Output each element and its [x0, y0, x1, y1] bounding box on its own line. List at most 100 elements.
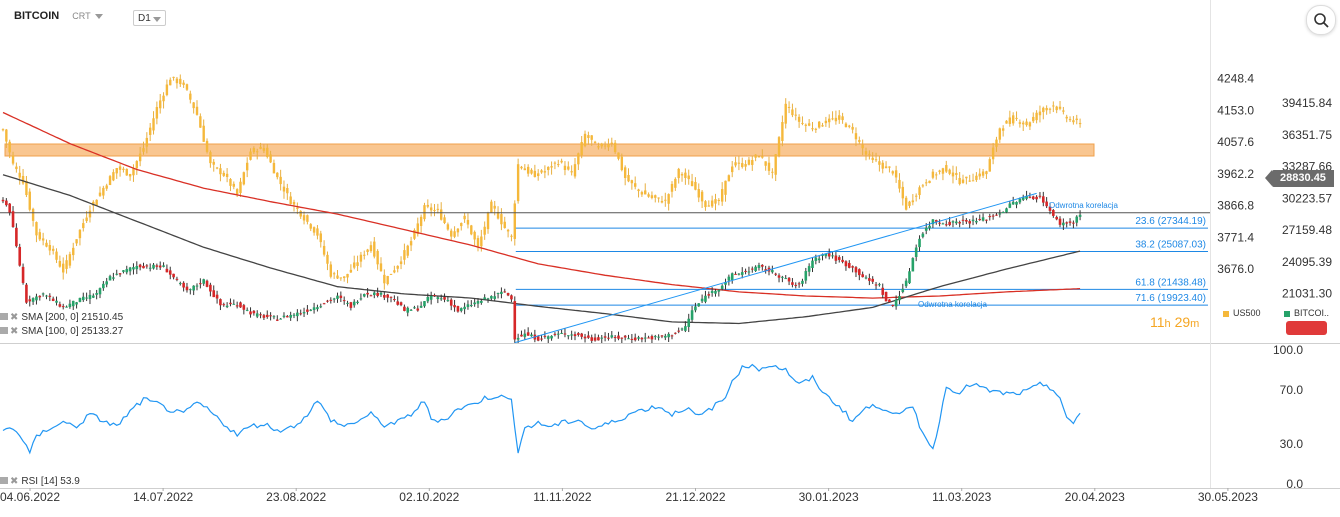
time-axis-tick: 21.12.2022	[665, 490, 725, 504]
bitcoin-candle	[155, 265, 159, 267]
time-axis-tick: 04.06.2022	[0, 490, 60, 504]
bitcoin-candle	[998, 213, 1002, 215]
us500-candle	[727, 175, 731, 182]
bitcoin-candle	[332, 298, 336, 300]
us500-candle	[68, 254, 72, 266]
bitcoin-candle	[543, 335, 547, 337]
bitcoin-candle	[750, 268, 754, 270]
bitcoin-candle	[878, 284, 881, 286]
us500-candle	[764, 161, 767, 166]
us500-candle	[112, 172, 115, 181]
us500-candle	[640, 192, 644, 195]
us500-candle	[490, 201, 493, 213]
bitcoin-candle	[65, 306, 68, 308]
settings-icon[interactable]	[0, 477, 8, 484]
us500-candle	[510, 235, 513, 237]
bitcoin-candle	[15, 227, 18, 247]
us500-candle	[747, 159, 751, 165]
bitcoin-candle	[874, 284, 878, 286]
bitcoin-candle	[530, 334, 533, 337]
us500-candle	[456, 228, 460, 233]
us500-candle	[583, 133, 587, 147]
bitcoin-candle	[934, 220, 938, 222]
close-icon[interactable]: ✖	[10, 476, 19, 487]
settings-icon[interactable]	[0, 327, 8, 334]
us500-candle	[587, 135, 590, 138]
us500-candle	[316, 228, 319, 236]
bitcoin-candle	[811, 260, 814, 269]
bitcoin-candle	[667, 333, 670, 338]
bitcoin-candle	[429, 295, 433, 300]
bitcoin-candle	[142, 265, 145, 269]
us500-candle	[700, 191, 704, 202]
us500-candle	[45, 242, 48, 247]
timeframe-selector[interactable]: D1	[133, 10, 166, 26]
bitcoin-candle	[349, 302, 353, 308]
bitcoin-candle	[309, 309, 313, 311]
us500-candle	[580, 142, 583, 156]
sma200-indicator[interactable]: ✖ SMA [200, 0] 21510.45	[0, 312, 123, 323]
bitcoin-candle	[272, 316, 276, 318]
bitcoin-candle	[175, 278, 179, 280]
us500-candle	[142, 148, 145, 152]
alert-badge[interactable]	[1286, 321, 1327, 335]
bitcoin-candle	[393, 299, 396, 301]
bitcoin-candle	[647, 337, 650, 339]
close-icon[interactable]: ✖	[10, 312, 19, 323]
us500-candle	[911, 200, 915, 203]
us500-candle	[600, 143, 603, 147]
bitcoin-candle	[868, 278, 871, 281]
us500-candle	[751, 160, 754, 165]
us500-candle	[664, 199, 667, 201]
bitcoin-candle	[229, 302, 232, 305]
bitcoin-candle	[255, 313, 259, 317]
bitcoin-candle	[684, 326, 687, 331]
us500-candle	[175, 78, 179, 84]
bitcoin-candle	[406, 307, 410, 313]
us500-candle	[476, 238, 480, 247]
us500-candle	[771, 171, 774, 173]
us500-candle	[931, 171, 935, 178]
bitcoin-candle	[944, 224, 948, 226]
us500-candle	[286, 188, 289, 194]
sma100-indicator[interactable]: ✖ SMA [100, 0] 25133.27	[0, 326, 123, 337]
us500-candle	[864, 151, 868, 155]
rsi-indicator[interactable]: ✖ RSI [14] 53.9	[0, 476, 80, 487]
bitcoin-candle	[436, 297, 440, 300]
zoom-button[interactable]	[1306, 5, 1336, 35]
us500-candle	[634, 183, 637, 187]
bitcoin-candle	[55, 300, 58, 303]
us500-candle	[597, 146, 600, 148]
legend-overlay[interactable]: US500	[1223, 308, 1261, 318]
us500-candle	[577, 153, 580, 165]
us500-candle	[854, 133, 858, 140]
bitcoin-candle	[908, 271, 911, 284]
us500-candle	[58, 261, 62, 267]
us500-candle	[169, 79, 172, 86]
bitcoin-candle	[386, 294, 389, 298]
bitcoin-candle	[1052, 210, 1055, 216]
bitcoin-candle	[620, 337, 624, 339]
chart-type-selector[interactable]: CRT	[72, 11, 103, 21]
us500-candle	[951, 172, 955, 177]
legend-primary[interactable]: BITCOI..	[1284, 308, 1329, 318]
bitcoin-candle	[777, 275, 781, 278]
bitcoin-candle	[372, 292, 376, 296]
fib-label: 38.2 (25087.03)	[1135, 240, 1206, 251]
us500-candle	[426, 204, 430, 207]
us500-candle	[637, 189, 640, 192]
us500-candle	[968, 180, 971, 182]
us500-candle	[289, 196, 292, 205]
us500-candle	[396, 265, 399, 269]
us500-candle	[138, 153, 142, 162]
bitcoin-candle	[199, 283, 202, 285]
bitcoin-candle	[132, 267, 135, 270]
settings-icon[interactable]	[0, 313, 8, 320]
us500-candle	[51, 248, 55, 251]
us500-candle	[55, 251, 58, 260]
bitcoin-candle	[71, 300, 75, 307]
bitcoin-candle	[951, 221, 955, 223]
us500-candle	[861, 144, 864, 149]
close-icon[interactable]: ✖	[10, 326, 19, 337]
